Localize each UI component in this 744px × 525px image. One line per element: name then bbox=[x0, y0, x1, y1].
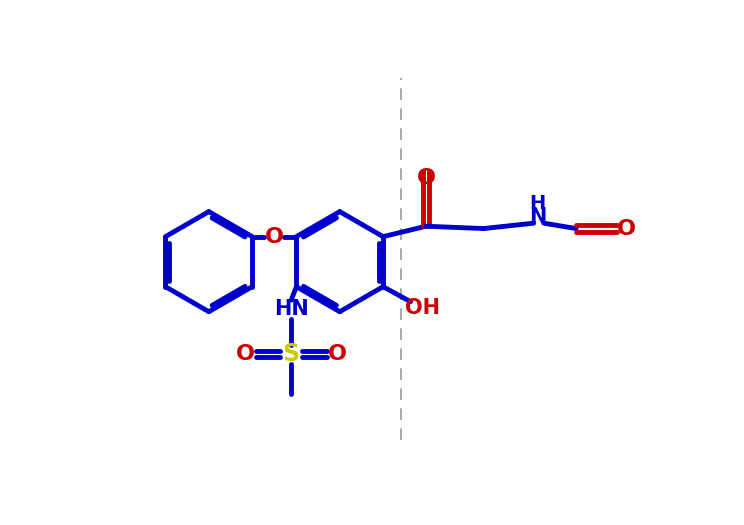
Text: HN: HN bbox=[274, 299, 309, 319]
Text: S: S bbox=[283, 342, 300, 366]
Text: OH: OH bbox=[405, 298, 440, 318]
Text: N: N bbox=[529, 207, 546, 227]
Text: O: O bbox=[617, 218, 635, 238]
Text: H: H bbox=[530, 194, 546, 213]
Text: O: O bbox=[265, 227, 283, 247]
Text: O: O bbox=[417, 169, 435, 188]
Text: O: O bbox=[236, 344, 254, 364]
Text: O: O bbox=[328, 344, 347, 364]
